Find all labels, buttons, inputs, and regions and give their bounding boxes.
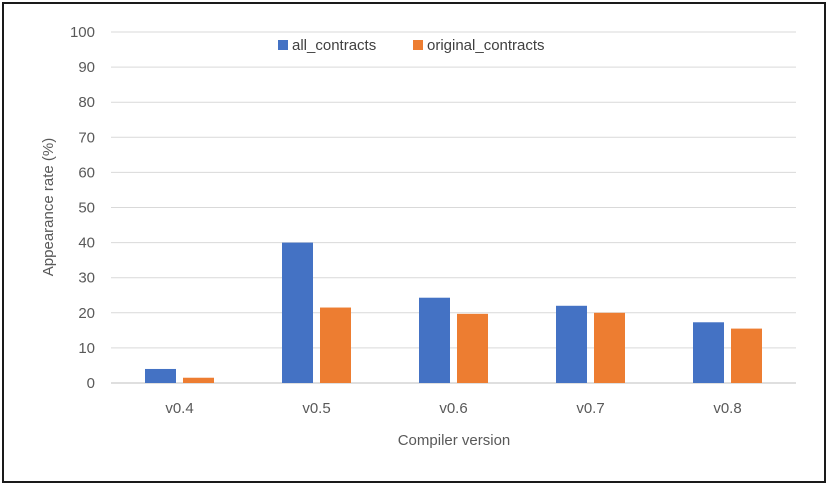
bar-all-contracts-v0-7 xyxy=(556,305,587,383)
x-axis-title: Compiler version xyxy=(398,432,511,449)
y-tick-label: 10 xyxy=(78,340,95,357)
x-tick-label: v0.5 xyxy=(302,400,330,417)
x-tick-label: v0.8 xyxy=(713,400,741,417)
legend-label-all-contracts: all_contracts xyxy=(292,37,376,54)
bar-all-contracts-v0-6 xyxy=(419,297,450,383)
bar-original-contracts-v0-5 xyxy=(320,307,351,383)
x-tick-label: v0.4 xyxy=(165,400,193,417)
y-tick-label: 60 xyxy=(78,164,95,181)
bar-all-contracts-v0-5 xyxy=(282,242,313,383)
x-axis-ticks: v0.4 v0.5 v0.6 v0.7 v0.8 xyxy=(165,400,741,417)
y-tick-label: 50 xyxy=(78,200,95,217)
legend-swatch-original-contracts xyxy=(413,40,423,50)
legend: all_contracts original_contracts xyxy=(278,37,545,54)
legend-swatch-all-contracts xyxy=(278,40,288,50)
y-tick-label: 80 xyxy=(78,94,95,111)
legend-label-original-contracts: original_contracts xyxy=(427,37,545,54)
bar-all-contracts-v0-4 xyxy=(145,368,176,383)
y-tick-label: 90 xyxy=(78,59,95,76)
y-tick-label: 20 xyxy=(78,305,95,322)
y-tick-label: 30 xyxy=(78,270,95,287)
y-tick-label: 0 xyxy=(87,375,95,392)
y-tick-label: 100 xyxy=(70,24,95,41)
y-tick-label: 70 xyxy=(78,129,95,146)
bar-all-contracts-v0-8 xyxy=(693,322,724,383)
y-axis-ticks: 0 10 20 30 40 50 60 70 80 90 100 xyxy=(70,24,95,392)
gridlines xyxy=(111,31,796,384)
y-tick-label: 40 xyxy=(78,235,95,252)
x-tick-label: v0.6 xyxy=(439,400,467,417)
bar-original-contracts-v0-6 xyxy=(457,313,488,383)
bars xyxy=(145,242,762,383)
bar-original-contracts-v0-4 xyxy=(183,377,214,383)
y-axis-title: Appearance rate (%) xyxy=(40,138,57,276)
x-tick-label: v0.7 xyxy=(576,400,604,417)
bar-original-contracts-v0-8 xyxy=(731,328,762,383)
bar-original-contracts-v0-7 xyxy=(594,312,625,383)
